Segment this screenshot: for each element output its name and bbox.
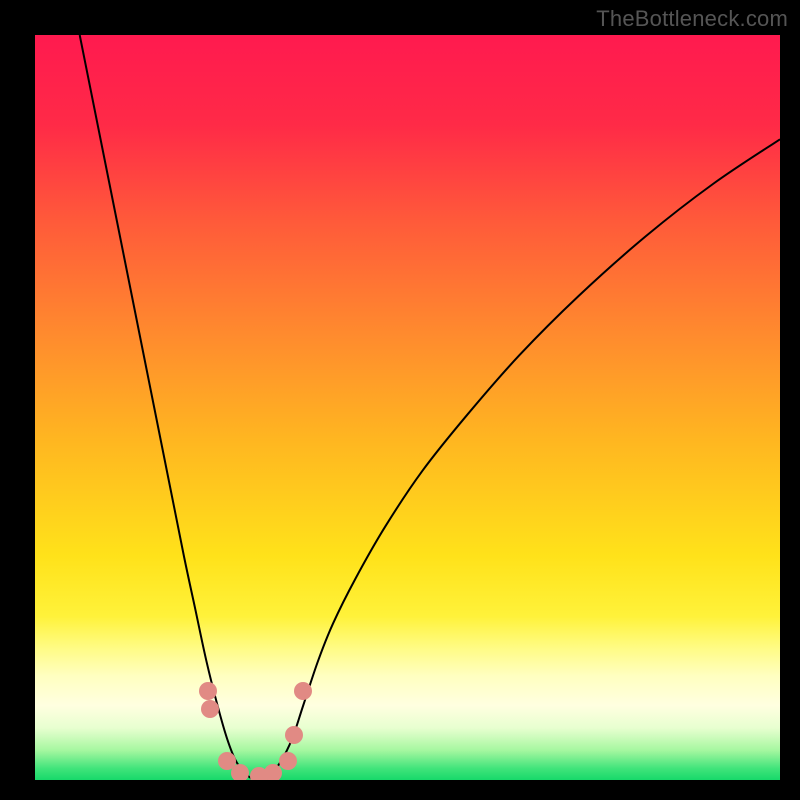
curve-marker bbox=[285, 726, 303, 744]
watermark-text: TheBottleneck.com bbox=[596, 6, 788, 32]
markers-layer bbox=[35, 35, 780, 780]
plot-area bbox=[35, 35, 780, 780]
curve-marker bbox=[231, 764, 249, 780]
curve-marker bbox=[199, 682, 217, 700]
curve-marker bbox=[201, 700, 219, 718]
curve-marker bbox=[279, 752, 297, 770]
canvas-root: TheBottleneck.com bbox=[0, 0, 800, 800]
curve-marker bbox=[294, 682, 312, 700]
